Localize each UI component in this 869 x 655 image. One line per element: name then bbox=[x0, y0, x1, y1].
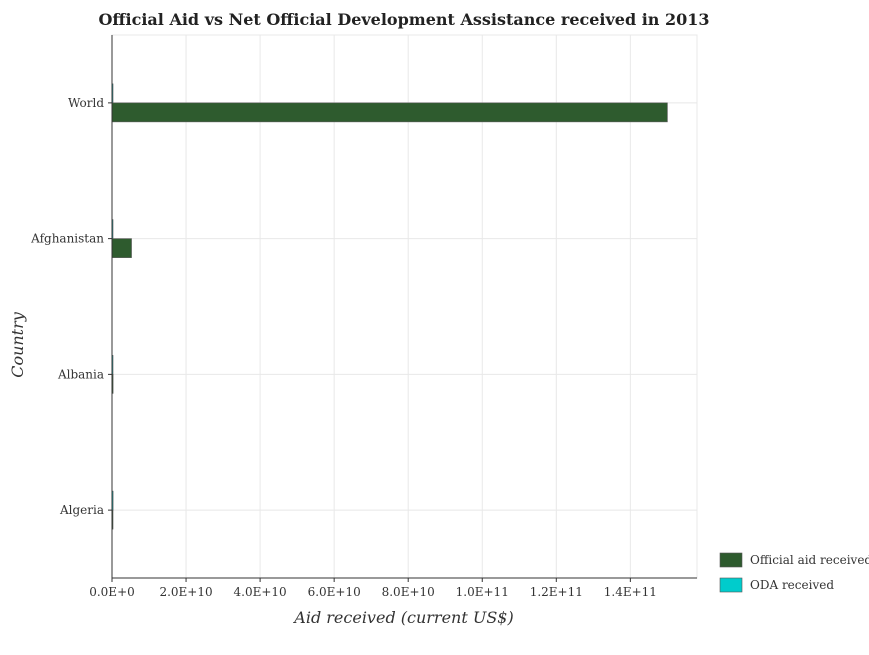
x-tick-label: 1.4E+11 bbox=[604, 585, 657, 599]
x-tick-label: 8.0E+10 bbox=[382, 585, 435, 599]
y-axis-label: Country bbox=[8, 311, 27, 378]
y-tick-label: Afghanistan bbox=[30, 232, 104, 246]
legend-label: Official aid received bbox=[750, 553, 869, 567]
x-tick-label: 1.2E+11 bbox=[530, 585, 583, 599]
bar-official-aid-world bbox=[111, 102, 668, 123]
y-tick-label: World bbox=[68, 96, 104, 110]
legend-swatch bbox=[719, 577, 743, 593]
x-axis-label: Aid received (current US$) bbox=[292, 608, 513, 627]
legend-swatch bbox=[719, 552, 743, 568]
x-tick-label: 2.0E+10 bbox=[159, 585, 212, 599]
axes: 0.0E+0 2.0E+10 4.0E+10 6.0E+10 8.0E+10 1.0E+1… bbox=[30, 35, 697, 599]
legend-label: ODA received bbox=[750, 578, 834, 592]
legend: Official aid received ODA received bbox=[719, 552, 869, 593]
x-tick-label: 0.0E+0 bbox=[89, 585, 135, 599]
chart-title: Official Aid vs Net Official Development… bbox=[98, 10, 709, 29]
y-tick-label: Algeria bbox=[59, 503, 104, 517]
bar-official-aid-afghanistan bbox=[111, 238, 132, 258]
y-tick-label: Albania bbox=[57, 367, 104, 381]
x-tick-label: 6.0E+10 bbox=[308, 585, 361, 599]
x-tick-label: 4.0E+10 bbox=[234, 585, 287, 599]
bars bbox=[111, 83, 668, 530]
x-tick-label: 1.0E+11 bbox=[456, 585, 509, 599]
